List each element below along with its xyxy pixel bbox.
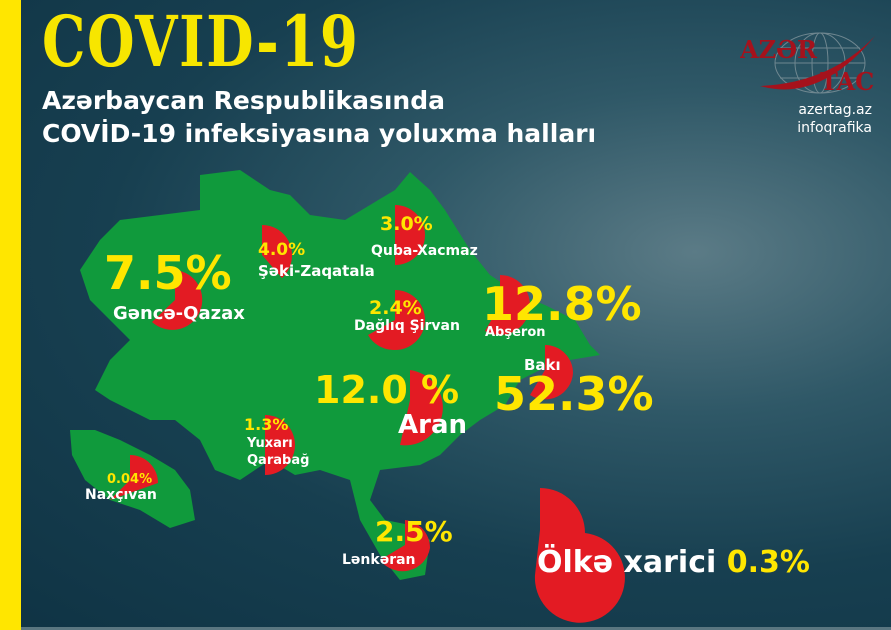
site-url: azertag.az — [798, 102, 872, 118]
azertac-logo-icon: AZƏR TAC — [740, 32, 875, 96]
percent-gence-qazax: 7.5% — [104, 246, 232, 300]
subtitle-line2: COVİD-19 infeksiyasına yoluxma halları — [42, 119, 597, 148]
percent-quba-xacmaz: 3.0% — [380, 213, 433, 235]
label-abseron: Abşeron — [485, 325, 546, 340]
percent-abseron: 12.8% — [482, 277, 642, 331]
label-baki: Bakı — [524, 356, 561, 374]
label-gence-qazax: Gəncə-Qazax — [113, 303, 245, 324]
infographic-caption: infoqrafika — [797, 120, 872, 136]
subtitle-line1: Azərbaycan Respublikasında — [42, 86, 445, 115]
percent-naxcivan: 0.04% — [107, 472, 153, 487]
abroad-label: Ölkə xarici — [537, 545, 717, 580]
svg-text:TAC: TAC — [820, 67, 874, 96]
label-dagliq-sirvan: Dağlıq Şirvan — [354, 318, 460, 334]
label-yuxari-qarabag: Yuxarı Qarabağ — [247, 436, 310, 468]
accent-bar — [0, 0, 21, 630]
percent-dagliq-sirvan: 2.4% — [369, 297, 422, 319]
percent-seki-zaqatala: 4.0% — [258, 240, 306, 260]
label-quba-xacmaz: Quba-Xacmaz — [371, 243, 478, 259]
label-lenkeran: Lənkəran — [342, 552, 416, 568]
pie-gence-qazax — [152, 270, 203, 330]
label-naxcivan: Naxçıvan — [85, 487, 157, 503]
percent-aran: 12.0 % — [314, 368, 460, 412]
percent-lenkeran: 2.5% — [375, 515, 453, 548]
bottom-divider — [21, 627, 891, 630]
percent-abroad: 0.3% — [726, 545, 810, 580]
label-abroad: Ölkə xarici 0.3% — [537, 545, 810, 580]
label-seki-zaqatala: Şəki-Zaqatala — [258, 262, 375, 280]
percent-baki: 52.3% — [494, 367, 654, 421]
percent-yuxari-qarabag: 1.3% — [244, 415, 289, 434]
label-aran: Aran — [398, 410, 467, 440]
page-title: COVID-19 — [42, 0, 360, 83]
svg-text:AZƏR: AZƏR — [740, 35, 818, 64]
